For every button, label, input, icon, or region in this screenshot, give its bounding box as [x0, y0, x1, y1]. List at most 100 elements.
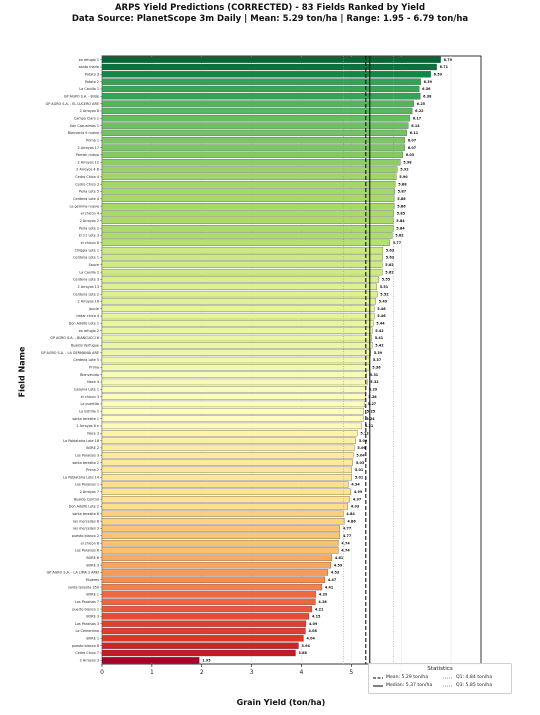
y-tick-label: BORE 3: [86, 563, 99, 567]
bar: [101, 415, 364, 422]
y-tick-label: Bienvenis 9 nuevo: [68, 131, 99, 135]
y-tick-label: GP AGRO S.A. - LA LIMA 3 AREI: [47, 571, 99, 575]
bar-value-label: 4.21: [315, 607, 324, 611]
bar: [101, 78, 421, 85]
bar: [101, 430, 358, 437]
bar: [101, 437, 356, 444]
bar: [101, 261, 383, 268]
y-tick-label: Prima: [89, 366, 99, 370]
bar-value-label: 5.39: [374, 351, 383, 355]
bar-value-label: 4.04: [306, 637, 315, 641]
bar: [101, 356, 370, 364]
bar: [101, 400, 365, 408]
y-tick-label: BORE 1: [86, 593, 99, 597]
bar: [101, 151, 403, 159]
bar-value-label: 4.28: [318, 600, 327, 604]
bar-value-label: 5.37: [373, 358, 382, 362]
bar-value-label: 5.87: [398, 190, 407, 194]
bar-value-label: 5.32: [370, 380, 379, 384]
bar-value-label: 5.82: [395, 234, 404, 238]
y-tick-label: santa teresita 8: [72, 512, 99, 516]
bar: [101, 217, 394, 224]
bar: [101, 452, 354, 459]
bar-value-label: 4.74: [341, 541, 350, 545]
y-tick-label: Jaucle: [88, 307, 99, 311]
y-tick-label: La gemma nueva: [69, 204, 99, 208]
bar-value-label: 4.08: [308, 629, 317, 633]
bar-value-label: 4.47: [328, 578, 337, 582]
bar-value-label: 5.01: [355, 475, 364, 479]
bar-value-label: 4.15: [312, 615, 321, 619]
bar: [101, 474, 352, 481]
y-tick-label: La Estrilla 1: [79, 409, 99, 413]
y-tick-label: Cerdena Lote 5: [73, 358, 99, 362]
bar-value-label: 6.17: [413, 116, 422, 120]
y-tick-label: Los Paraisos 3: [75, 622, 99, 626]
y-tick-label: 2 Arroyos 13: [77, 285, 99, 289]
bar-value-label: 4.86: [347, 519, 356, 523]
y-tick-label: BORE 1: [86, 637, 99, 641]
bar: [101, 620, 307, 627]
bar: [101, 583, 323, 591]
legend-swatch-dotted: [443, 685, 453, 686]
bar: [101, 181, 396, 188]
bar: [101, 290, 378, 298]
legend-label-q3: Q3: 5.85 ton/ha: [456, 683, 493, 688]
legend-title: Statistics: [427, 666, 453, 672]
y-tick-label: Potato 2: [85, 80, 99, 84]
x-tick-label: 0: [100, 669, 104, 676]
x-tick-label: 1: [150, 669, 154, 676]
y-tick-label: Cerdena Lote 1: [73, 256, 99, 260]
y-tick-label: santa teresita 350: [68, 585, 99, 589]
bar-value-label: 4.29: [319, 593, 328, 597]
y-tick-label: GP AGRO S.A. - Bilde: [64, 94, 99, 98]
bar-value-label: 5.31: [370, 373, 379, 377]
y-tick-label: 2 Arroyos 4 B: [76, 168, 99, 172]
bar-value-label: 3.88: [298, 651, 307, 655]
chart-title: ARPS Yield Predictions (CORRECTED) - 83 …: [114, 3, 426, 13]
bar-value-label: 1.95: [202, 659, 211, 663]
legend: Statistics Mean: 5.29 ton/ha Median: 5.3…: [368, 663, 512, 694]
chart-title-block: ARPS Yield Predictions (CORRECTED) - 83 …: [0, 3, 540, 25]
y-tick-label: La puertita: [80, 402, 99, 406]
bar-value-label: 5.62: [385, 263, 394, 267]
bar-value-label: 5.24: [366, 417, 375, 421]
bar-value-label: 5.41: [375, 336, 384, 340]
y-tick-label: las mercedes 8: [73, 519, 99, 523]
bar: [101, 649, 296, 657]
bar: [101, 554, 333, 561]
bar: [101, 378, 368, 386]
bar-value-label: 5.88: [398, 182, 407, 186]
bar-value-label: 5.85: [397, 212, 406, 216]
bar-value-label: 5.86: [397, 197, 406, 201]
bar: [101, 71, 431, 78]
bar: [101, 320, 374, 327]
legend-label-mean: Mean: 5.29 ton/ha: [386, 675, 429, 680]
bar: [101, 334, 372, 342]
bar-value-label: 5.04: [356, 453, 365, 457]
bar: [101, 386, 366, 393]
y-tick-label: Bualdo Control: [74, 497, 99, 501]
y-tick-label: 2 Arroyos 2: [80, 219, 99, 223]
y-tick-label: Nace 4: [87, 380, 99, 384]
bar: [101, 422, 362, 430]
bar-value-label: 4.59: [334, 563, 343, 567]
bar-value-label: 4.77: [343, 527, 352, 531]
bar: [101, 56, 441, 63]
bar: [101, 210, 394, 217]
legend-entry-q3: Q3: 5.85 ton/ha: [443, 683, 492, 688]
bar: [101, 159, 401, 166]
y-axis-label: Field Name: [17, 346, 27, 398]
bar-value-label: 4.74: [341, 549, 350, 553]
y-tick-label: ex refugio 2: [79, 329, 99, 333]
bar: [101, 576, 326, 583]
y-tick-label: el chicon 4: [81, 212, 99, 216]
bar-value-label: 5.98: [403, 160, 412, 164]
bar: [101, 254, 383, 261]
y-tick-label: Perla Lote 5: [79, 190, 99, 194]
bar: [101, 591, 317, 598]
bar-value-label: 5.77: [393, 241, 402, 245]
bar-value-label: 6.07: [408, 146, 417, 150]
bar-value-label: 5.49: [379, 300, 388, 304]
